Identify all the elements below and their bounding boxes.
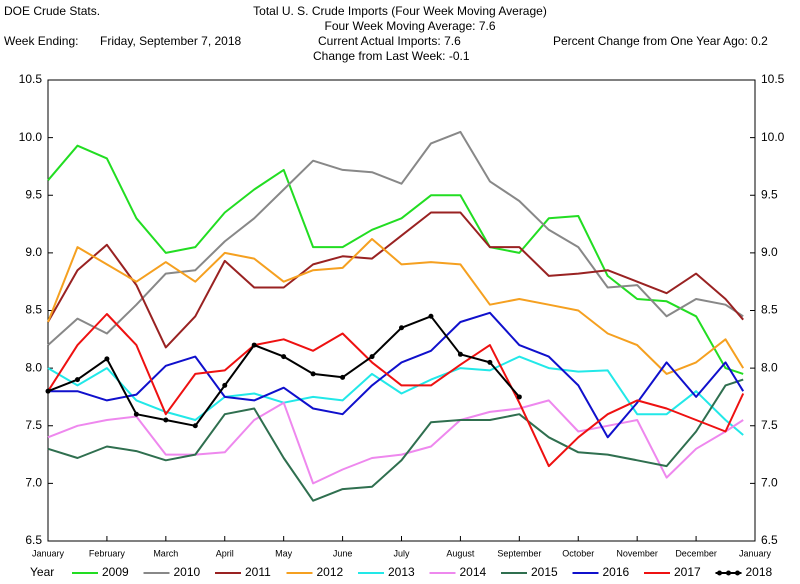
- week-ending: Friday, September 7, 2018: [100, 34, 242, 48]
- point: [74, 377, 80, 383]
- legend-label: 2009: [102, 565, 129, 579]
- y-tick-label: 6.5: [25, 533, 42, 547]
- y-tick-label: 10.0: [19, 130, 43, 144]
- label: Change from Last Week:: [313, 49, 446, 63]
- week-ending-label: Week Ending:: [4, 34, 79, 48]
- point: [428, 313, 434, 319]
- x-tick-label: October: [562, 548, 594, 558]
- point: [369, 354, 375, 360]
- y2-tick-label: 10.5: [761, 72, 785, 86]
- point: [251, 342, 257, 348]
- series-line: [47, 144, 744, 375]
- y2-tick-label: 9.0: [761, 245, 778, 259]
- legend-label: 2010: [174, 565, 201, 579]
- point: [310, 371, 316, 377]
- x-tick-label: February: [89, 548, 126, 558]
- legend-label: 2016: [603, 565, 630, 579]
- label: Percent Change from One Year Ago:: [553, 34, 748, 48]
- legend-marker: [717, 570, 722, 576]
- legend-label: 2011: [245, 565, 271, 579]
- point: [192, 423, 198, 429]
- x-tick-label: June: [333, 548, 353, 558]
- legend-label: 2012: [317, 565, 344, 579]
- y2-tick-label: 9.5: [761, 187, 778, 201]
- y-tick-label: 9.0: [25, 245, 42, 259]
- series-line: [47, 378, 744, 502]
- series-line: [47, 238, 745, 375]
- percent-change: Percent Change from One Year Ago: 0.2: [553, 34, 768, 48]
- y2-tick-label: 8.5: [761, 303, 778, 317]
- value: 7.6: [479, 19, 496, 33]
- legend-label: 2018: [746, 565, 773, 579]
- legend-title: Year: [30, 565, 54, 579]
- value: 0.2: [751, 34, 768, 48]
- series-line: [47, 313, 745, 468]
- point: [340, 374, 346, 380]
- point: [133, 411, 139, 417]
- y-tick-label: 8.5: [25, 303, 42, 317]
- point: [516, 394, 522, 400]
- point: [457, 351, 463, 357]
- legend-label: 2017: [674, 565, 701, 579]
- point: [104, 356, 110, 362]
- y2-tick-label: 7.0: [761, 476, 778, 490]
- point: [45, 388, 51, 394]
- legend-marker: [735, 570, 740, 576]
- weekly-change: Change from Last Week: -0.1: [313, 49, 470, 63]
- plot-frame: [47, 79, 756, 542]
- label: Four Week Moving Average:: [325, 19, 476, 33]
- x-tick-label: September: [497, 548, 541, 558]
- x-tick-label: July: [393, 548, 410, 558]
- series-line: [47, 211, 744, 349]
- y2-tick-label: 10.0: [761, 130, 785, 144]
- label: Current Actual Imports:: [318, 34, 441, 48]
- x-tick-label: December: [675, 548, 717, 558]
- point: [399, 325, 404, 331]
- series-line: [47, 130, 744, 346]
- series-line: [48, 311, 745, 439]
- y2-tick-label: 7.5: [761, 418, 778, 432]
- x-tick-label: August: [446, 548, 475, 558]
- chart-title: Total U. S. Crude Imports (Four Week Mov…: [253, 4, 547, 18]
- legend-marker: [726, 570, 731, 576]
- moving-average: Four Week Moving Average: 7.6: [325, 19, 496, 33]
- y2-tick-label: 8.0: [761, 360, 778, 374]
- x-tick-label: January: [32, 548, 65, 558]
- y-tick-label: 10.5: [19, 72, 43, 86]
- y-tick-label: 7.0: [25, 476, 42, 490]
- y-tick-label: 8.0: [25, 360, 42, 374]
- x-tick-label: November: [616, 548, 658, 558]
- point: [487, 359, 493, 365]
- point: [222, 382, 228, 388]
- point: [163, 417, 169, 423]
- x-tick-label: April: [216, 548, 234, 558]
- series-line: [47, 399, 744, 485]
- current-imports: Current Actual Imports: 7.6: [318, 34, 461, 48]
- y-tick-label: 9.5: [25, 187, 42, 201]
- x-tick-label: May: [275, 548, 293, 558]
- legend-label: 2015: [531, 565, 558, 579]
- y-tick-label: 7.5: [25, 418, 42, 432]
- point: [281, 354, 287, 360]
- y2-tick-label: 6.5: [761, 533, 778, 547]
- source: DOE Crude Stats.: [4, 4, 100, 18]
- value: 7.6: [444, 34, 461, 48]
- legend-label: 2013: [388, 565, 415, 579]
- x-tick-label: March: [153, 548, 178, 558]
- x-tick-label: January: [739, 548, 772, 558]
- value: -0.1: [449, 49, 470, 63]
- legend-label: 2014: [460, 565, 487, 579]
